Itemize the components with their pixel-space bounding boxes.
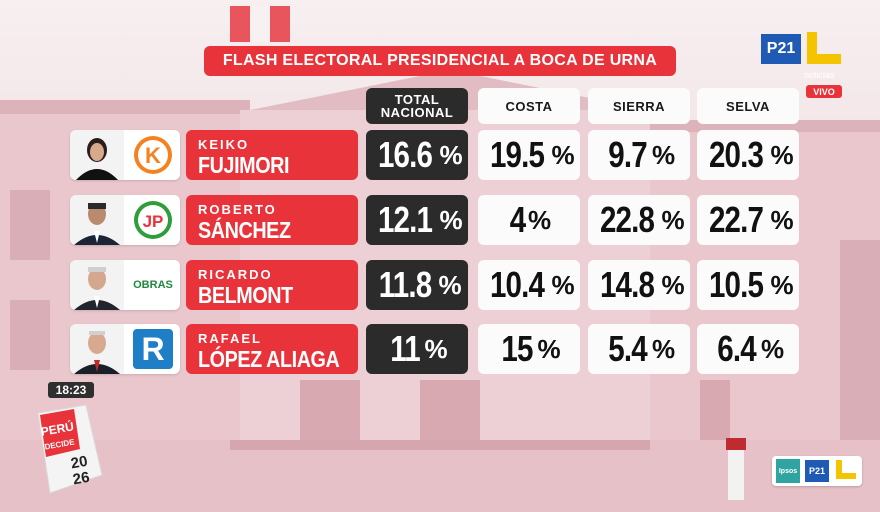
svg-text:JP: JP (143, 212, 164, 231)
total-nacional-value: 11% (366, 324, 468, 374)
costa-value: 19.5% (478, 130, 580, 180)
ipsos-logo: Ipsos (776, 459, 800, 483)
sierra-value: 5.4% (588, 324, 690, 374)
candidate-last-name: LÓPEZ ALIAGA (198, 346, 340, 372)
juntos-por-el-peru-jp-logo: JP (130, 199, 176, 241)
latina-l-icon (807, 32, 841, 64)
candidate-first-name: RAFAEL (198, 331, 262, 346)
selva-value: 22.7% (697, 195, 799, 245)
svg-text:PERÚ: PERÚ (39, 418, 74, 439)
noticias-label: noticias (804, 70, 835, 80)
costa-value: 4% (478, 195, 580, 245)
sierra-value: 9.7% (588, 130, 690, 180)
peru-decide-2026-logo: PERÚ DECIDE 20 26 (37, 405, 103, 494)
candidate-name-card: RAFAEL LÓPEZ ALIAGA (186, 324, 358, 374)
svg-text:20: 20 (70, 453, 89, 473)
fuerza-popular-k-logo: K (130, 134, 176, 176)
candidate-first-name: RICARDO (198, 267, 273, 282)
costa-value: 10.4% (478, 260, 580, 310)
candidate-photo-card: JP (70, 195, 180, 245)
candidate-last-name: BELMONT (198, 282, 293, 308)
total-nacional-value: 16.6% (366, 130, 468, 180)
live-badge: VIVO (806, 85, 842, 98)
header-selva: SELVA (697, 88, 799, 124)
obras-logo: OBRAS (133, 279, 173, 291)
candidate-portrait (70, 195, 124, 245)
p21-logo: P21 (761, 34, 801, 64)
sponsor-logos: Ipsos P21 (772, 456, 862, 486)
selva-value: 20.3% (697, 130, 799, 180)
candidate-first-name: ROBERTO (198, 202, 277, 217)
sierra-value: 14.8% (588, 260, 690, 310)
p21-small-logo: P21 (805, 460, 829, 482)
header-sierra: SIERRA (588, 88, 690, 124)
page-title: FLASH ELECTORAL PRESIDENCIAL A BOCA DE U… (204, 46, 676, 76)
svg-text:26: 26 (72, 469, 91, 489)
total-nacional-value: 11.8% (366, 260, 468, 310)
candidate-portrait (70, 130, 124, 180)
candidate-name-card: ROBERTO SÁNCHEZ (186, 195, 358, 245)
candidate-photo-card: R (70, 324, 180, 374)
latina-small-icon (836, 460, 856, 479)
sierra-value: 22.8% (588, 195, 690, 245)
selva-value: 10.5% (697, 260, 799, 310)
candidate-photo-card: OBRAS (70, 260, 180, 310)
candidate-last-name: SÁNCHEZ (198, 217, 291, 243)
selva-value: 6.4% (697, 324, 799, 374)
broadcast-time: 18:23 (48, 382, 94, 398)
costa-value: 15% (478, 324, 580, 374)
header-total-nacional: TOTAL NACIONAL (366, 88, 468, 124)
candidate-portrait (70, 260, 124, 310)
renovacion-popular-r-logo: R (130, 328, 176, 370)
candidate-first-name: KEIKO (198, 137, 250, 152)
svg-text:K: K (145, 143, 161, 168)
candidate-portrait (70, 324, 124, 374)
candidate-name-card: RICARDO BELMONT (186, 260, 358, 310)
candidate-name-card: KEIKO FUJIMORI (186, 130, 358, 180)
header-costa: COSTA (478, 88, 580, 124)
total-nacional-value: 12.1% (366, 195, 468, 245)
candidate-last-name: FUJIMORI (198, 152, 290, 178)
candidate-photo-card: K (70, 130, 180, 180)
